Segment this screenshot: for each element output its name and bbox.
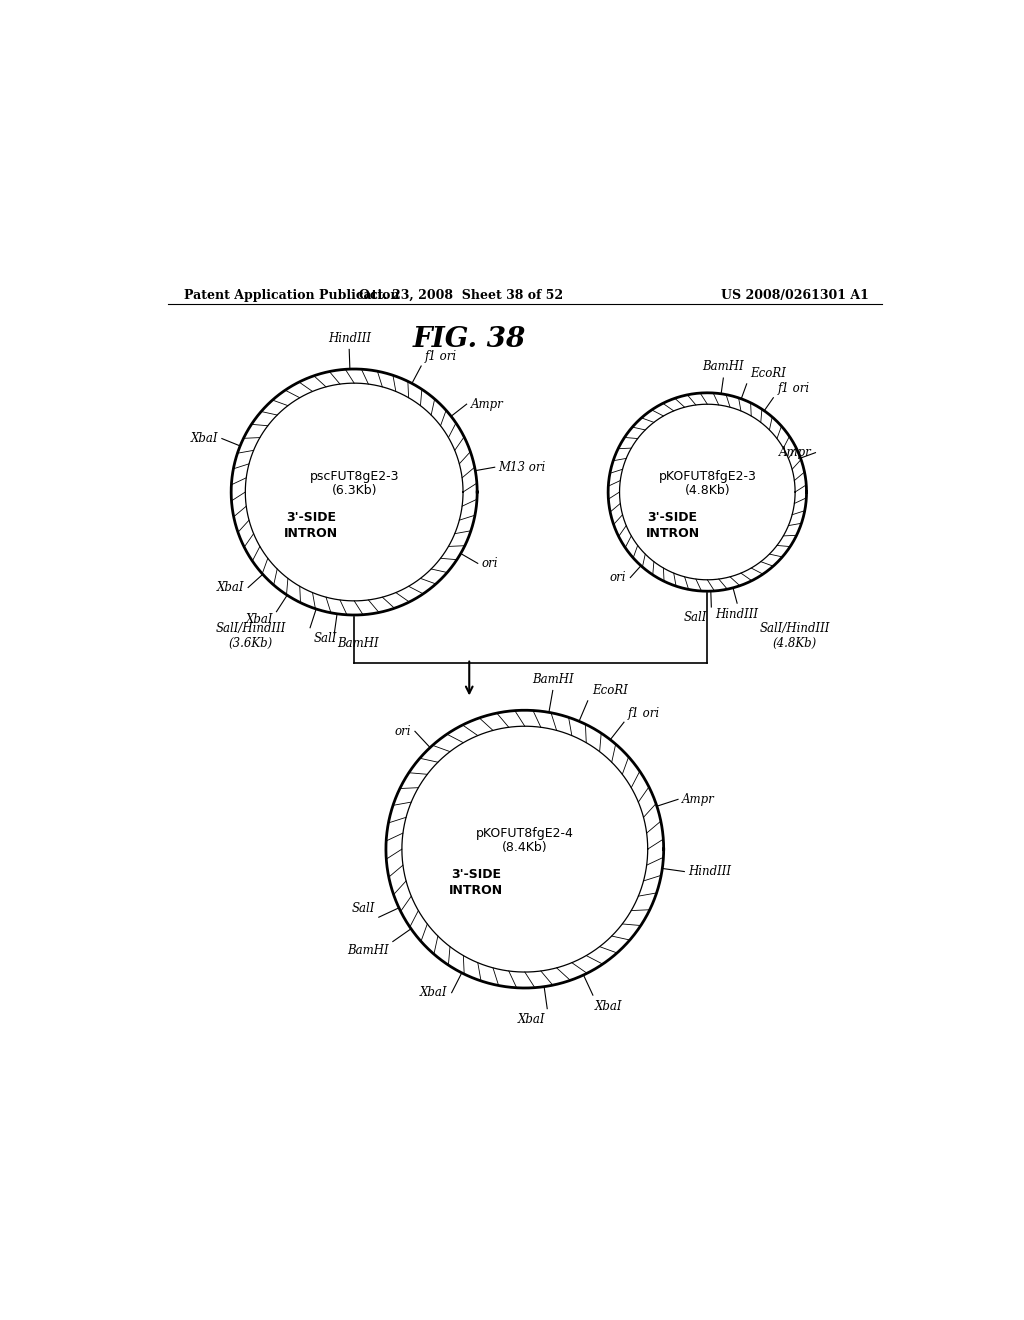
Text: Oct. 23, 2008  Sheet 38 of 52: Oct. 23, 2008 Sheet 38 of 52 xyxy=(359,289,563,302)
Text: f1 ori: f1 ori xyxy=(777,383,809,396)
Text: INTRON: INTRON xyxy=(284,527,338,540)
Text: Patent Application Publication: Patent Application Publication xyxy=(183,289,399,302)
Text: US 2008/0261301 A1: US 2008/0261301 A1 xyxy=(721,289,868,302)
Text: BamHI: BamHI xyxy=(531,673,573,685)
Text: pscFUT8gE2-3: pscFUT8gE2-3 xyxy=(309,470,399,483)
Text: SalI/HindIII
(4.8Kb): SalI/HindIII (4.8Kb) xyxy=(760,623,829,651)
Text: M13 ori: M13 ori xyxy=(499,461,546,474)
Circle shape xyxy=(401,726,648,972)
Text: XbaI: XbaI xyxy=(420,986,447,999)
Text: f1 ori: f1 ori xyxy=(628,706,660,719)
Text: (8.4Kb): (8.4Kb) xyxy=(502,841,548,854)
Text: SalI/HindIII
(3.6Kb): SalI/HindIII (3.6Kb) xyxy=(216,623,286,651)
Text: 3'-SIDE: 3'-SIDE xyxy=(452,869,501,880)
Text: XbaI: XbaI xyxy=(190,432,218,445)
Text: ori: ori xyxy=(481,557,499,570)
Text: 3'-SIDE: 3'-SIDE xyxy=(286,511,336,524)
Text: ori: ori xyxy=(394,725,411,738)
Text: XbaI: XbaI xyxy=(217,581,244,594)
Text: pKOFUT8fgE2-4: pKOFUT8fgE2-4 xyxy=(476,826,573,840)
Text: f1 ori: f1 ori xyxy=(425,350,458,363)
Text: INTRON: INTRON xyxy=(450,884,503,896)
Text: Ampr: Ampr xyxy=(471,397,504,411)
Text: ori: ori xyxy=(610,572,627,583)
Text: EcoRI: EcoRI xyxy=(592,684,628,697)
Text: XbaI: XbaI xyxy=(246,614,273,626)
Text: BamHI: BamHI xyxy=(702,360,744,374)
Text: Ampr: Ampr xyxy=(778,446,811,459)
Text: SalI: SalI xyxy=(313,632,337,644)
Text: 3'-SIDE: 3'-SIDE xyxy=(647,511,697,524)
Text: EcoRI: EcoRI xyxy=(751,367,786,380)
Text: HindIII: HindIII xyxy=(716,609,759,620)
Text: (6.3Kb): (6.3Kb) xyxy=(332,484,377,496)
Text: (4.8Kb): (4.8Kb) xyxy=(684,484,730,496)
Text: HindIII: HindIII xyxy=(688,865,731,878)
Text: SalI: SalI xyxy=(351,902,375,915)
Text: pKOFUT8fgE2-3: pKOFUT8fgE2-3 xyxy=(658,470,757,483)
Text: Ampr: Ampr xyxy=(682,793,715,805)
Text: SalI: SalI xyxy=(684,611,708,624)
Text: BamHI: BamHI xyxy=(338,638,379,651)
Text: XbaI: XbaI xyxy=(517,1014,545,1027)
Circle shape xyxy=(246,383,463,601)
Circle shape xyxy=(620,404,795,579)
Text: BamHI: BamHI xyxy=(347,944,389,957)
Text: INTRON: INTRON xyxy=(645,527,699,540)
Text: XbaI: XbaI xyxy=(595,999,623,1012)
Text: FIG. 38: FIG. 38 xyxy=(413,326,526,354)
Text: HindIII: HindIII xyxy=(328,331,371,345)
